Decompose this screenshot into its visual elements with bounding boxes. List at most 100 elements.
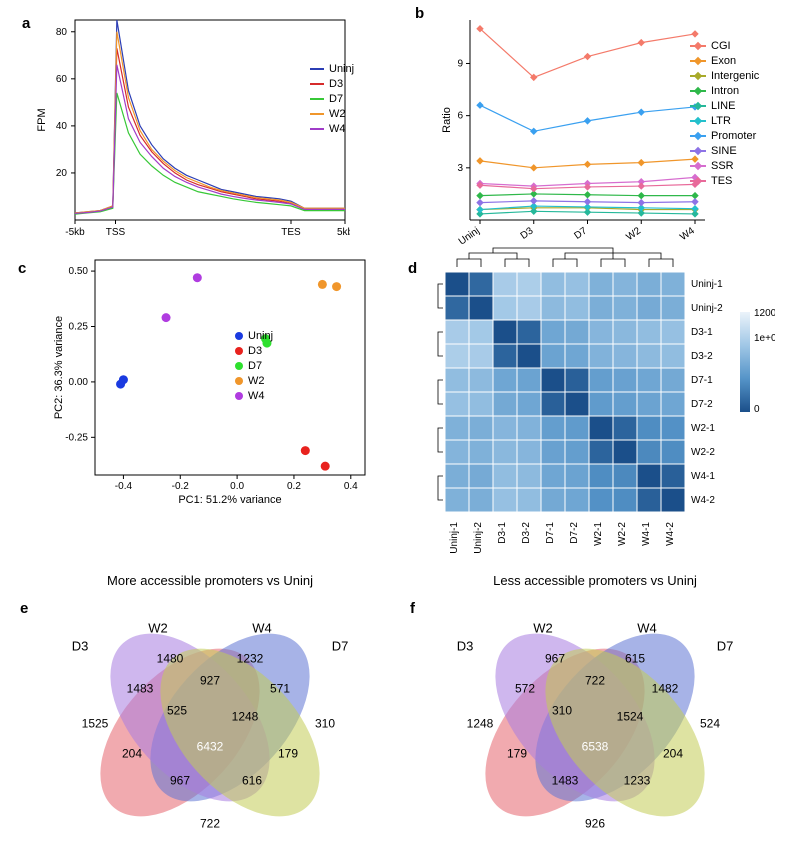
svg-text:40: 40 (56, 121, 68, 132)
svg-text:1483: 1483 (127, 682, 154, 696)
chart-d: Uninj-1 Uninj-2 D3-1 D3-2 D7-1 D7-2 W2-1 W2-2 W4… (430, 245, 775, 567)
svg-text:-0.4: -0.4 (115, 481, 133, 492)
svg-text:1483: 1483 (552, 774, 579, 788)
svg-text:5kb: 5kb (337, 227, 350, 238)
legend-row-Intron: Intron (690, 85, 759, 97)
svg-text:204: 204 (663, 747, 683, 761)
svg-text:W2-2: W2-2 (617, 522, 628, 546)
legend-a: UninjD3D7W2W4 (310, 63, 354, 138)
svg-text:0.25: 0.25 (69, 321, 89, 332)
svg-text:W2-1: W2-1 (593, 522, 604, 546)
svg-text:D7: D7 (717, 639, 734, 654)
legend-row-Promoter: Promoter (690, 130, 759, 142)
svg-text:9: 9 (457, 58, 463, 69)
svg-text:571: 571 (270, 682, 290, 696)
legend-row-SINE: SINE (690, 145, 759, 157)
svg-text:0.50: 0.50 (69, 266, 89, 277)
svg-text:W4-1: W4-1 (691, 471, 715, 482)
svg-text:-0.2: -0.2 (172, 481, 190, 492)
svg-text:1248: 1248 (467, 717, 494, 731)
legend-row-D7: D7 (310, 93, 354, 105)
svg-text:D7-1: D7-1 (691, 375, 713, 386)
svg-text:W4-1: W4-1 (641, 522, 652, 546)
svg-text:722: 722 (585, 674, 605, 688)
svg-text:615: 615 (625, 652, 645, 666)
svg-text:D3-1: D3-1 (691, 327, 713, 338)
svg-text:967: 967 (545, 652, 565, 666)
svg-text:1524: 1524 (617, 710, 644, 724)
svg-text:TES: TES (281, 227, 301, 238)
svg-text:D3-1: D3-1 (497, 522, 508, 544)
svg-text:1e+05: 1e+05 (754, 333, 775, 344)
svg-text:Uninj-1: Uninj-1 (691, 279, 723, 290)
svg-text:1480: 1480 (157, 652, 184, 666)
svg-text:PC2: 36.3% variance: PC2: 36.3% variance (53, 316, 65, 419)
svg-text:310: 310 (552, 704, 572, 718)
legend-row-W2: W2 (310, 108, 354, 120)
svg-text:927: 927 (200, 674, 220, 688)
svg-text:0.00: 0.00 (69, 377, 89, 388)
svg-text:Uninj-1: Uninj-1 (449, 522, 460, 554)
panel-label-c: c (18, 260, 26, 277)
svg-text:1482: 1482 (652, 682, 679, 696)
svg-text:-5kb: -5kb (65, 227, 85, 238)
venn-f: D3W2W4D712489676155245727221482926179123… (420, 595, 770, 853)
legend-c: UninjD3D7W2W4 (235, 330, 273, 405)
svg-text:Uninj-2: Uninj-2 (473, 522, 484, 554)
svg-text:W2: W2 (148, 621, 168, 636)
svg-text:D3: D3 (519, 225, 536, 242)
legend-row-D3: D3 (310, 78, 354, 90)
legend-row-W2: W2 (235, 375, 273, 387)
svg-text:722: 722 (200, 817, 220, 831)
svg-text:1525: 1525 (82, 717, 109, 731)
panel-label-d: d (408, 260, 417, 277)
svg-text:D7-1: D7-1 (545, 522, 556, 544)
venn-e-title: More accessible promoters vs Uninj (35, 573, 385, 588)
svg-text:W4: W4 (252, 621, 272, 636)
svg-text:Ratio: Ratio (441, 107, 453, 133)
chart-c: -0.4-0.20.00.20.4-0.250.000.250.50PC1: 5… (50, 255, 370, 508)
legend-row-LINE: LINE (690, 100, 759, 112)
svg-text:D7-2: D7-2 (691, 399, 713, 410)
svg-text:TSS: TSS (106, 227, 126, 238)
svg-text:179: 179 (507, 747, 527, 761)
svg-text:120000: 120000 (754, 308, 775, 319)
svg-text:572: 572 (515, 682, 535, 696)
svg-text:D7-2: D7-2 (569, 522, 580, 544)
svg-text:W4-2: W4-2 (665, 522, 676, 546)
chart-a: 20406080FPM-5kbTSSTES5kb (30, 10, 350, 245)
venn-f-title: Less accessible promoters vs Uninj (420, 573, 770, 588)
svg-text:W4: W4 (637, 621, 657, 636)
panel-label-b: b (415, 5, 424, 22)
svg-text:6432: 6432 (197, 740, 224, 754)
legend-row-TES: TES (690, 175, 759, 187)
svg-text:W2-2: W2-2 (691, 447, 715, 458)
legend-row-D3: D3 (235, 345, 273, 357)
svg-text:D7: D7 (332, 639, 349, 654)
svg-text:W2-1: W2-1 (691, 423, 715, 434)
svg-text:20: 20 (56, 168, 68, 179)
svg-text:6: 6 (457, 111, 463, 122)
legend-row-LTR: LTR (690, 115, 759, 127)
svg-text:616: 616 (242, 774, 262, 788)
svg-text:FPM: FPM (36, 108, 48, 131)
legend-row-W4: W4 (310, 123, 354, 135)
svg-text:D7: D7 (572, 225, 589, 242)
legend-b: CGIExonIntergenicIntronLINELTRPromoterSI… (690, 40, 759, 190)
svg-text:524: 524 (700, 717, 720, 731)
legend-row-CGI: CGI (690, 40, 759, 52)
legend-row-D7: D7 (235, 360, 273, 372)
svg-text:D3: D3 (72, 639, 89, 654)
svg-text:D3: D3 (457, 639, 474, 654)
svg-text:60: 60 (56, 74, 68, 85)
svg-text:310: 310 (315, 717, 335, 731)
svg-text:0: 0 (754, 404, 760, 415)
venn-e: D3W2W4D715251480123231014839275717222046… (35, 595, 385, 853)
svg-text:-0.25: -0.25 (65, 432, 88, 443)
svg-text:D3-2: D3-2 (521, 522, 532, 544)
svg-text:179: 179 (278, 747, 298, 761)
svg-text:525: 525 (167, 704, 187, 718)
svg-text:0.4: 0.4 (344, 481, 358, 492)
legend-row-Intergenic: Intergenic (690, 70, 759, 82)
svg-text:1232: 1232 (237, 652, 264, 666)
